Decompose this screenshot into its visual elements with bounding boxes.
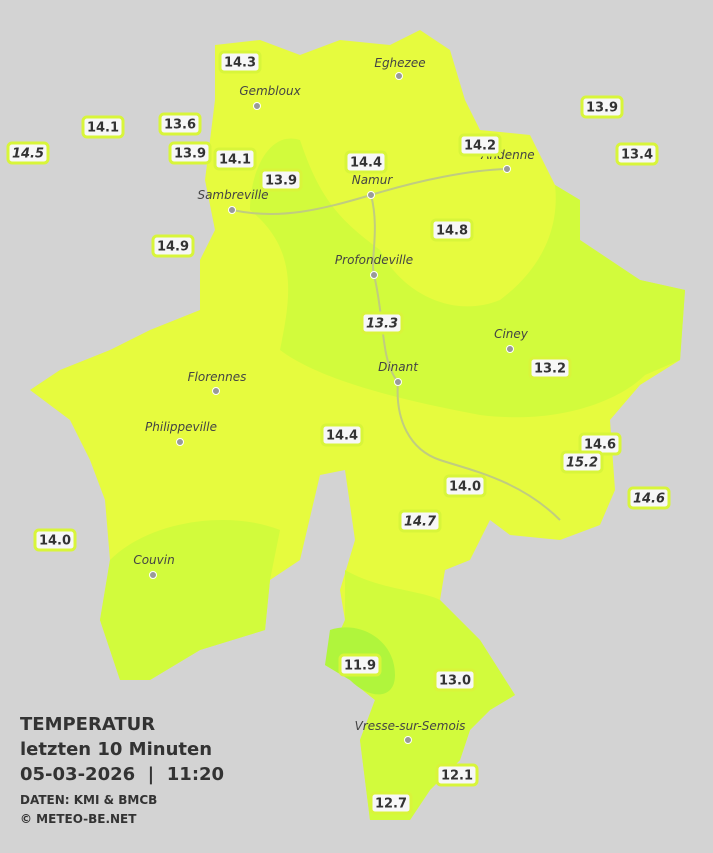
station-box: [398, 509, 442, 533]
station-temp: 13.9: [265, 174, 297, 189]
south-zone: [100, 520, 515, 820]
town-dot: [367, 191, 375, 199]
station-box: [338, 653, 382, 677]
station-box: [218, 50, 262, 74]
station-box: [369, 791, 413, 815]
legend-source: DATEN: KMI & BMCB: [20, 793, 157, 807]
station-box: [151, 234, 195, 258]
station-box: [528, 356, 572, 380]
town-dot: [503, 165, 511, 173]
station-box: [81, 115, 125, 139]
station-box: [360, 311, 404, 335]
station-box: [627, 486, 671, 510]
station-temp: 14.2: [464, 139, 496, 154]
town-dot: [506, 345, 514, 353]
station-temp: 14.4: [326, 429, 358, 444]
station-temp: 13.4: [621, 148, 653, 163]
town-label: Florennes: [188, 370, 247, 384]
town-label: Profondeville: [335, 253, 413, 267]
station-temp: 13.3: [366, 317, 398, 332]
station-temp: 15.2: [566, 456, 598, 471]
station-temp: 14.0: [449, 480, 481, 495]
station-temp: 14.1: [87, 121, 119, 136]
legend-title: TEMPERATUR: [20, 714, 155, 735]
station-temp: 12.7: [375, 797, 407, 812]
town-dot: [253, 102, 261, 110]
station-temp: 13.0: [439, 674, 471, 689]
station-box: [344, 150, 388, 174]
station-box: [33, 528, 77, 552]
station-box: [435, 763, 479, 787]
station-temp: 14.7: [404, 515, 437, 530]
station-temp: 11.9: [344, 659, 376, 674]
station-box: [259, 168, 303, 192]
station-temp: 13.9: [586, 101, 618, 116]
town-label: Dinant: [378, 360, 419, 374]
station-temp: 14.9: [157, 240, 189, 255]
station-box: [168, 141, 212, 165]
station-temp: 12.1: [441, 769, 473, 784]
town-label: Couvin: [133, 553, 174, 567]
town-dot: [149, 571, 157, 579]
town-dot: [370, 271, 378, 279]
station-box: [560, 450, 604, 474]
warmer-band: [250, 138, 685, 418]
legend-datetime: 05-03-2026 | 11:20: [20, 764, 224, 785]
town-label: Gembloux: [239, 84, 301, 98]
station-box: [443, 474, 487, 498]
station-box: [320, 423, 364, 447]
station-box: [430, 218, 474, 242]
station-box: [433, 668, 477, 692]
station-temp: 14.6: [584, 438, 616, 453]
town-label: Ciney: [494, 327, 529, 341]
station-temp: 14.4: [350, 156, 382, 171]
town-label: Sambreville: [197, 188, 268, 202]
station-temp: 13.9: [174, 147, 206, 162]
station-temp: 14.5: [12, 147, 44, 162]
station-temp: 14.1: [219, 153, 251, 168]
town-label: Eghezee: [374, 56, 425, 70]
station-temp: 13.6: [164, 118, 196, 133]
town-label: Namur: [352, 173, 394, 187]
station-temp: 13.2: [534, 362, 566, 377]
legend-copyright: © METEO-BE.NET: [20, 812, 137, 826]
town-dot: [212, 387, 220, 395]
station-box: [615, 142, 659, 166]
legend-period: letzten 10 Minuten: [20, 739, 212, 760]
station-temp: 14.0: [39, 534, 71, 549]
town-dot: [404, 736, 412, 744]
station-box: [458, 133, 502, 157]
station-temp: 14.3: [224, 56, 256, 71]
station-temp: 14.6: [633, 492, 665, 507]
town-dot: [395, 72, 403, 80]
town-label: Philippeville: [145, 420, 217, 434]
station-box: [580, 95, 624, 119]
station-box: [158, 112, 202, 136]
town-label: Vresse-sur-Semois: [355, 719, 466, 733]
town-dot: [394, 378, 402, 386]
town-dot: [228, 206, 236, 214]
station-temp: 14.8: [436, 224, 468, 239]
station-box: [213, 147, 257, 171]
station-box: [6, 141, 50, 165]
town-dot: [176, 438, 184, 446]
